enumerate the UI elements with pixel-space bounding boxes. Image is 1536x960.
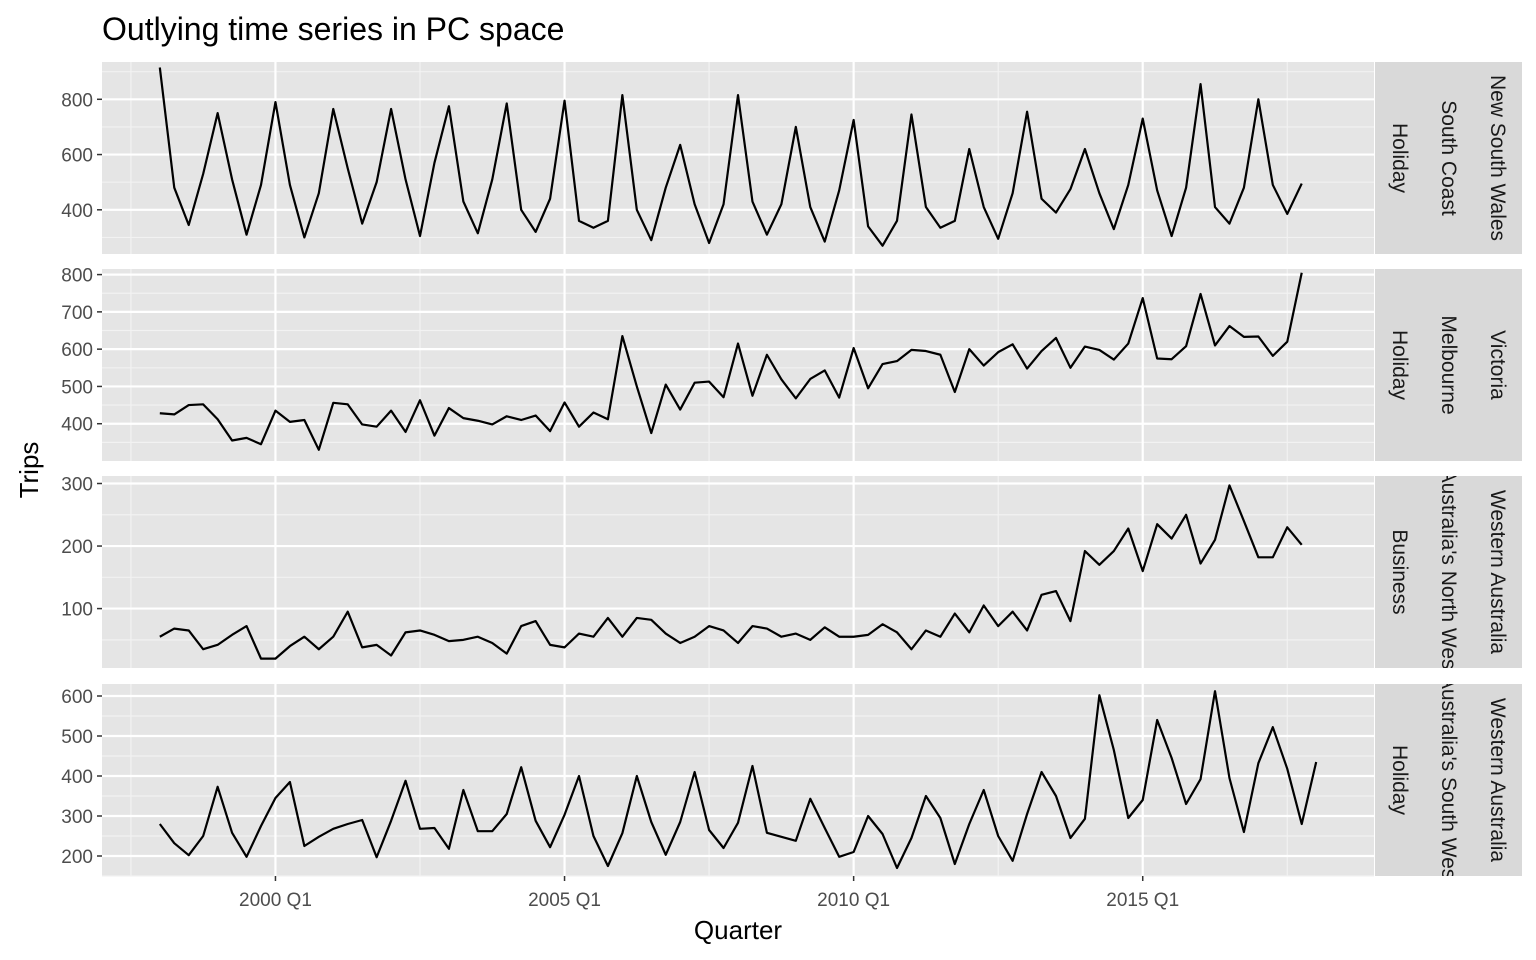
facet-strip-labels: Western Australia Australia's North West B… bbox=[1388, 469, 1509, 676]
facet-strip-label: New South Wales bbox=[1486, 75, 1509, 241]
y-tick-label: 500 bbox=[61, 727, 93, 748]
y-tick-label: 600 bbox=[61, 340, 93, 361]
y-tick-label: 600 bbox=[61, 146, 93, 167]
x-tick-label: 2000 Q1 bbox=[239, 890, 312, 911]
facet-strip-label: Holiday bbox=[1388, 123, 1411, 194]
x-tick-label: 2010 Q1 bbox=[817, 890, 890, 911]
y-tick-label: 100 bbox=[61, 600, 93, 621]
x-tick-label: 2005 Q1 bbox=[528, 890, 601, 911]
facet-strip-labels: Western Australia Australia's South West H… bbox=[1388, 675, 1509, 885]
facet-strip-labels: Victoria Melbourne Holiday bbox=[1388, 315, 1509, 414]
facet-strip-label: Business bbox=[1388, 529, 1411, 614]
x-axis-title: Quarter bbox=[694, 915, 782, 945]
panel-4: 200 300 400 500 600 Western Australia Australi… bbox=[61, 675, 1522, 911]
series-line bbox=[159, 272, 1303, 451]
y-tick-label: 400 bbox=[61, 767, 93, 788]
panel-1: 400 600 800 New South Wales South Coast Holid… bbox=[61, 62, 1522, 254]
facet-strip-label: Holiday bbox=[1388, 330, 1411, 401]
series-line bbox=[158, 67, 1303, 247]
facet-strip bbox=[1375, 684, 1522, 876]
facet-strip-label: Western Australia bbox=[1486, 698, 1509, 863]
y-tick-label: 200 bbox=[61, 847, 93, 868]
facet-strip-labels: New South Wales South Coast Holiday bbox=[1388, 75, 1509, 241]
y-tick-label: 500 bbox=[61, 377, 93, 398]
panel-background bbox=[102, 476, 1374, 668]
panel-2: 400 500 600 700 800 Victoria Melbourne Holiday bbox=[61, 266, 1522, 461]
series-line bbox=[158, 690, 1318, 870]
facet-strip-label: Australia's North West bbox=[1437, 469, 1460, 676]
panels: 400 600 800 New South Wales South Coast Holid… bbox=[61, 62, 1522, 911]
panel-3: 100 200 300 Western Australia Australia's No… bbox=[61, 469, 1522, 676]
panel-background bbox=[102, 269, 1374, 461]
y-tick-label: 700 bbox=[61, 303, 93, 324]
y-axis-title: Trips bbox=[14, 442, 44, 499]
facet-strip bbox=[1375, 62, 1522, 254]
x-tick-label: 2015 Q1 bbox=[1106, 890, 1179, 911]
y-tick-label: 800 bbox=[61, 266, 93, 287]
panel-background bbox=[102, 62, 1374, 254]
facet-strip-label: Western Australia bbox=[1486, 490, 1509, 655]
facet-strip-label: Australia's South West bbox=[1437, 675, 1460, 885]
y-tick-label: 300 bbox=[61, 475, 93, 496]
y-tick-label: 200 bbox=[61, 537, 93, 558]
facet-strip bbox=[1375, 269, 1522, 461]
facet-strip-label: South Coast bbox=[1437, 100, 1460, 216]
y-tick-label: 800 bbox=[61, 90, 93, 111]
y-tick-label: 400 bbox=[61, 415, 93, 436]
y-tick-label: 400 bbox=[61, 201, 93, 222]
y-tick-label: 600 bbox=[61, 687, 93, 708]
panel-background bbox=[102, 684, 1374, 876]
y-tick-label: 300 bbox=[61, 807, 93, 828]
facet-strip bbox=[1375, 476, 1522, 668]
facet-strip-label: Victoria bbox=[1486, 330, 1509, 400]
facet-strip-label: Melbourne bbox=[1437, 315, 1460, 414]
series-line bbox=[159, 484, 1303, 660]
facet-strip-label: Holiday bbox=[1388, 745, 1411, 816]
chart-title: Outlying time series in PC space bbox=[102, 11, 564, 47]
